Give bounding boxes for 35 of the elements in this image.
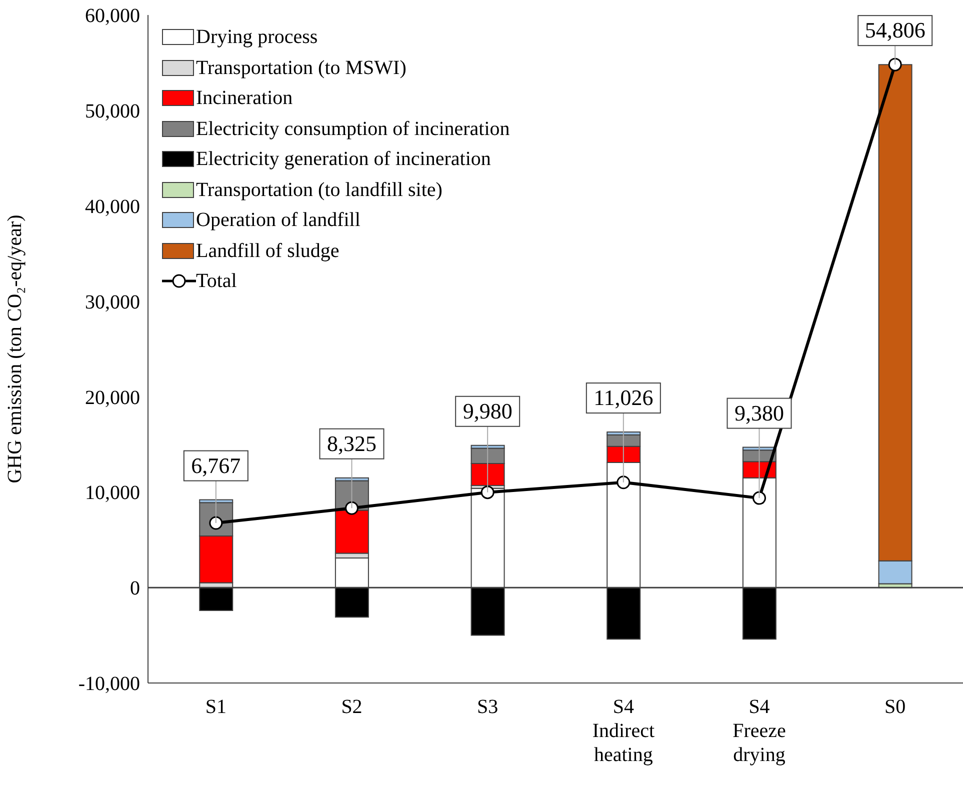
x-tick-label: S0 bbox=[884, 696, 906, 718]
legend-label: Electricity consumption of incineration bbox=[196, 116, 510, 142]
data-label: 9,980 bbox=[462, 398, 512, 424]
x-tick-label: S1 bbox=[205, 696, 226, 718]
data-label: 6,767 bbox=[191, 452, 241, 478]
point bbox=[752, 491, 766, 505]
legend-label: Drying process bbox=[196, 25, 318, 50]
point bbox=[888, 58, 902, 72]
legend-label: Transportation (to landfill site) bbox=[196, 178, 442, 202]
point bbox=[480, 486, 494, 500]
data-label: 11,026 bbox=[594, 385, 654, 410]
y-tick-label: -10,000 bbox=[78, 673, 140, 696]
legend-label: Incineration bbox=[196, 86, 293, 111]
legend-label: Operation of landfill bbox=[196, 208, 360, 233]
legend-label: Electricity generation of incineration bbox=[196, 147, 491, 172]
x-tick-label: S4 Indirect heating bbox=[592, 696, 655, 766]
point bbox=[345, 501, 358, 515]
data-label: 8,325 bbox=[327, 430, 376, 456]
data-label: 54,806 bbox=[864, 18, 926, 43]
y-tick-label: 40,000 bbox=[85, 196, 140, 218]
y-tick-label: 50,000 bbox=[85, 100, 140, 123]
legend-label: Landfill of sludge bbox=[196, 238, 340, 264]
legend-label: Total bbox=[196, 269, 237, 294]
y-tick-label: 0 bbox=[130, 578, 140, 600]
x-tick-label: S3 bbox=[477, 696, 498, 718]
y-tick-label: 20,000 bbox=[85, 386, 140, 409]
y-tick-label: 10,000 bbox=[85, 482, 140, 504]
x-tick-label: S4 Freeze drying bbox=[732, 696, 786, 766]
point bbox=[616, 476, 630, 490]
data-label: 9,380 bbox=[734, 400, 784, 426]
y-axis-title: GHG emission (ton CO₂-eq/year) bbox=[4, 214, 26, 484]
y-tick-label: 60,000 bbox=[85, 5, 140, 28]
legend-label: Transportation (to MSWI) bbox=[196, 56, 406, 80]
x-tick-label: S2 bbox=[341, 696, 362, 718]
y-tick-label: 30,000 bbox=[85, 291, 140, 314]
